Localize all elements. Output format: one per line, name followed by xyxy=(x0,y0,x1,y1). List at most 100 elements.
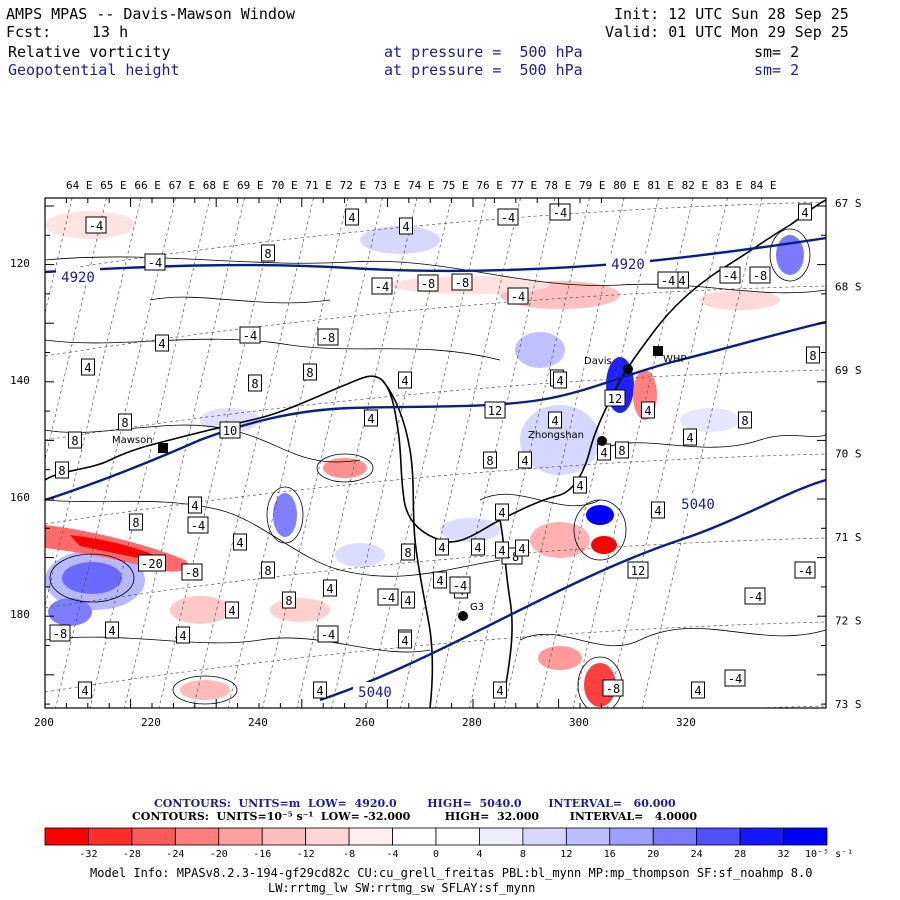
vort-label: -4 xyxy=(375,280,389,294)
top-lon-label: 64 E xyxy=(66,179,93,192)
forecast-hour: 13 h xyxy=(92,23,129,41)
vort-label: 8 xyxy=(618,444,625,458)
vort-label-box xyxy=(798,203,812,221)
vort-label-box xyxy=(495,503,509,521)
colorbar-unit: 10⁻⁵ s⁻¹ xyxy=(805,849,853,860)
top-lon-label: 74 E xyxy=(408,179,435,192)
vort-contour xyxy=(316,453,374,483)
top-lon-label: 82 E xyxy=(682,179,709,192)
vort-label-box xyxy=(573,476,587,494)
vort-label-box xyxy=(497,208,519,226)
vort-label-box xyxy=(233,533,247,551)
vort-blob xyxy=(323,458,367,478)
right-lat-label: 71 S xyxy=(835,531,862,544)
colorbar-swatch xyxy=(783,827,828,846)
vort-label: -4 xyxy=(243,329,257,343)
vort-label: 4 xyxy=(551,414,558,428)
vort-blob xyxy=(360,226,440,254)
field2-level: at pressure = 500 hPa xyxy=(384,61,583,79)
vort-label-box xyxy=(691,681,705,699)
vort-label-box xyxy=(724,669,746,687)
height-label: 4920 xyxy=(61,270,95,286)
colorbar-label: -28 xyxy=(123,849,141,860)
bottom-x-label: 320 xyxy=(676,716,696,729)
vort-contour xyxy=(45,256,826,294)
colorbar-swatch xyxy=(305,827,350,846)
bottom-x-label: 300 xyxy=(569,716,589,729)
top-lon-label: 78 E xyxy=(545,179,572,192)
colorbar: -32 -28 -24 -20 -16 -12 -8 -4 0 4 8 12 16 20 24 28 32 xyxy=(44,827,828,860)
parallel-line xyxy=(45,285,826,357)
vort-label: 8 xyxy=(132,516,139,530)
vort-label: 4 xyxy=(686,431,693,445)
axis-ticks xyxy=(44,198,826,708)
vort-label-box xyxy=(657,271,679,289)
graticule xyxy=(45,198,826,708)
vort-label-box xyxy=(507,287,529,305)
vort-label-box xyxy=(651,501,665,519)
vort-label-box xyxy=(317,625,339,643)
vort-label-box xyxy=(176,626,190,644)
colorbar-swatch xyxy=(435,827,480,846)
vort-label: -8 xyxy=(185,566,199,580)
vort-label: 4 xyxy=(654,504,661,518)
station-label: Mawson xyxy=(112,435,153,446)
vort-label: 4 xyxy=(518,542,525,556)
right-lat-label: 72 S xyxy=(835,615,862,628)
vort-label-box xyxy=(794,561,816,579)
vort-label: 4 xyxy=(81,684,88,698)
vort-label: 4 xyxy=(158,337,165,351)
bottom-x-label: 280 xyxy=(462,716,482,729)
colorbar-swatch xyxy=(522,827,567,846)
height-label-bg xyxy=(606,254,650,272)
right-lat-label: 69 S xyxy=(835,364,862,377)
top-lon-label: 69 E xyxy=(237,179,264,192)
vort-label: -4 xyxy=(453,579,467,593)
vort-contour xyxy=(573,499,627,561)
vort-label: 12 xyxy=(488,404,502,418)
colorbar-label: -8 xyxy=(343,849,355,860)
parallel-line xyxy=(45,537,826,609)
right-lat-label: 70 S xyxy=(835,448,862,461)
vort-label: 4 xyxy=(228,604,235,618)
vort-label: 4 xyxy=(436,574,443,588)
vort-label-box xyxy=(261,244,275,262)
colorbar-swatch xyxy=(565,827,611,846)
vort-label: 4 xyxy=(401,374,408,388)
page-title: AMPS MPAS -- Davis-Mawson Window xyxy=(6,5,295,23)
vort-label: -8 xyxy=(753,269,767,283)
top-lon-label: 79 E xyxy=(579,179,606,192)
vort-blob xyxy=(586,505,614,525)
vort-blob xyxy=(530,522,590,558)
parallel-line xyxy=(45,621,826,693)
right-lat-label: 67 S xyxy=(835,197,862,210)
vort-label: -4 xyxy=(728,672,742,686)
vort-label: 4 xyxy=(316,684,323,698)
station-marker xyxy=(458,611,468,621)
colorbar-label: 28 xyxy=(734,849,746,860)
height-label: 5040 xyxy=(681,497,715,513)
vort-label: 4 xyxy=(404,594,411,608)
colorbar-swatch xyxy=(261,827,307,846)
vort-label-box xyxy=(323,579,337,597)
vort-label: 4 xyxy=(179,629,186,643)
station-marker xyxy=(158,443,168,453)
vort-label: 4 xyxy=(556,374,563,388)
vort-label: 4 xyxy=(367,412,374,426)
field2-name: Geopotential height xyxy=(8,61,180,79)
vort-label: -4 xyxy=(511,290,525,304)
init-time: Init: 12 UTC Sun 28 Sep 25 xyxy=(614,5,849,23)
vort-label-box xyxy=(219,421,241,439)
vort-label-box xyxy=(493,681,507,699)
vort-label-box xyxy=(188,496,202,514)
colorbar-label: 32 xyxy=(778,849,790,860)
vort-label-box xyxy=(738,411,752,429)
vort-label-box xyxy=(345,208,359,226)
vort-label-box xyxy=(484,401,506,419)
colorbar-label: -32 xyxy=(79,849,97,860)
vort-label-box xyxy=(85,216,107,234)
vort-label-box xyxy=(627,561,649,579)
bottom-x-label: 220 xyxy=(141,716,161,729)
top-lon-label: 84 E xyxy=(750,179,777,192)
